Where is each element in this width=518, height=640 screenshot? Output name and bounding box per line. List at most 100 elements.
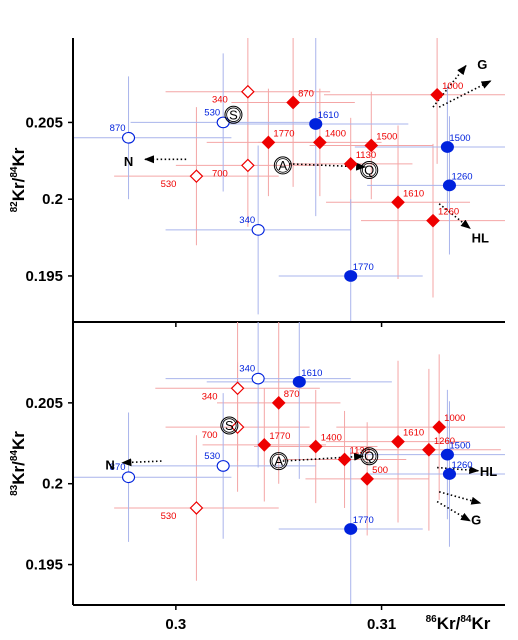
point-label: 1000: [444, 413, 465, 424]
series-open-circle-blue: 870 530 340: [110, 107, 265, 236]
x-axis-title: 86Kr/84Kr: [426, 614, 491, 633]
point-marker-diamond: [337, 452, 352, 467]
point-label: 1260: [434, 436, 455, 447]
annotation-label: N: [124, 154, 133, 169]
point-marker-circle: [440, 141, 454, 153]
error-bars: [73, 38, 505, 322]
point-label: 340: [202, 391, 218, 402]
point-label: 1130: [350, 445, 370, 456]
axes: 0.205 0.2 0.195 0.3 0.31: [25, 322, 505, 633]
point-marker-diamond: [422, 442, 436, 457]
dotted-arrow: [121, 458, 162, 467]
point-label: 1770: [353, 262, 374, 273]
point-marker-diamond: [241, 158, 255, 173]
point-marker-circle: [216, 460, 230, 472]
point-label: 1770: [353, 515, 374, 526]
point-marker-circle: [216, 116, 230, 129]
point-marker-diamond: [313, 135, 327, 150]
annotation-circle: [360, 161, 379, 180]
point-marker-diamond: [360, 472, 375, 486]
point-marker-diamond: [364, 138, 379, 153]
annotation-circle-label: Q: [364, 449, 374, 464]
annotation-circle: [360, 447, 379, 466]
point-label: 1260: [451, 460, 472, 471]
point-label: 530: [204, 107, 220, 118]
point-label: 340: [239, 215, 255, 226]
point-marker-circle: [440, 448, 454, 461]
point-marker-diamond: [230, 381, 245, 396]
annotations: S A Q N HL G: [105, 416, 497, 527]
annotation-circle-inner: [222, 418, 237, 433]
axes: 0.205 0.2 0.195: [25, 38, 505, 327]
point-label: 340: [212, 95, 228, 106]
dotted-arrow: [438, 80, 492, 108]
point-label: 1610: [318, 110, 339, 121]
annotations: S A Q N G HL: [124, 57, 489, 245]
point-label: 530: [204, 451, 220, 462]
point-marker-circle: [121, 131, 136, 144]
point-marker-circle: [251, 372, 265, 385]
point-marker-circle: [309, 118, 323, 130]
annotation-circle: [273, 156, 292, 175]
point-marker-diamond: [430, 87, 444, 102]
point-label: 1770: [273, 128, 294, 139]
series-open-circle-blue: 340 530 870: [110, 364, 265, 484]
y-axis-title: 82Kr/84Kr: [9, 147, 28, 212]
point-marker-diamond: [271, 396, 286, 410]
point-marker-circle: [442, 179, 457, 192]
point-marker-circle: [292, 375, 306, 388]
point-marker-diamond: [189, 501, 204, 515]
annotation-label: HL: [472, 231, 489, 246]
annotation-circle: [269, 452, 288, 471]
point-label: 1610: [403, 188, 424, 199]
annotation-circle-inner: [271, 453, 286, 469]
point-label: 1000: [442, 81, 463, 92]
annotation-circle-label: Q: [364, 163, 374, 178]
y-axis-title: 83Kr/84Kr: [9, 431, 28, 496]
annotation-circle-label: S: [225, 418, 234, 433]
y-tick-label: 0.2: [42, 476, 63, 493]
point-marker-circle: [442, 468, 457, 480]
annotation-circle-inner: [362, 162, 377, 178]
point-label: 530: [161, 511, 177, 522]
dotted-arrow: [282, 452, 365, 462]
y-tick-label: 0.2: [42, 191, 63, 208]
y-tick-label: 0.205: [25, 114, 63, 131]
point-marker-diamond: [426, 213, 440, 228]
point-marker-diamond: [343, 157, 358, 171]
point-marker-diamond: [189, 169, 204, 184]
point-marker-circle: [251, 224, 265, 236]
dotted-arrow: [436, 500, 471, 522]
point-label: 1400: [325, 128, 346, 139]
point-label: 530: [161, 179, 177, 190]
point-label: 340: [239, 364, 255, 375]
series-filled-circle-blue: 1610 1500 1260 1770: [309, 110, 473, 282]
annotation-circle-label: S: [229, 107, 238, 122]
point-marker-diamond: [308, 439, 323, 454]
point-marker-diamond: [391, 434, 405, 449]
y-tick-label: 0.195: [25, 557, 63, 574]
point-label: 1500: [449, 441, 470, 452]
point-label: 1500: [449, 133, 470, 144]
point-label: 1500: [376, 131, 397, 142]
dotted-arrow: [438, 491, 482, 505]
point-marker-circle: [344, 270, 358, 282]
annotation-circle-label: A: [278, 158, 287, 173]
point-marker-circle: [121, 471, 136, 484]
y-tick-label: 0.195: [25, 268, 63, 285]
series-open-diamond-red: 340 700 530: [161, 84, 255, 190]
annotation-circle-inner: [275, 158, 291, 173]
point-marker-diamond: [261, 135, 276, 150]
point-label: 1610: [403, 428, 424, 439]
y-tick-label: 0.205: [25, 395, 63, 412]
point-marker-diamond: [286, 95, 300, 110]
annotation-circle-inner: [226, 107, 241, 122]
annotation-label: G: [477, 57, 487, 72]
point-label: 1610: [301, 368, 322, 379]
arrows: [121, 452, 482, 522]
annotation-circle-inner: [362, 449, 377, 464]
